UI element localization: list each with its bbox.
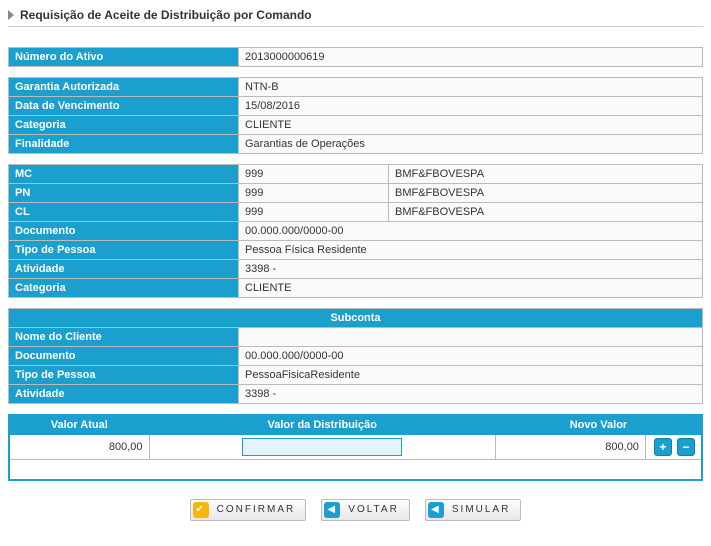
label-pn: PN — [9, 184, 239, 203]
page-title: Requisição de Aceite de Distribuição por… — [20, 8, 312, 22]
label-vencimento: Data de Vencimento — [9, 97, 239, 116]
label-categoria-p: Categoria — [9, 279, 239, 298]
distribution-table: Valor Atual Valor da Distribuição Novo V… — [8, 414, 703, 481]
value-pn-name: BMF&FBOVESPA — [389, 184, 703, 203]
confirm-button[interactable]: ✔ CONFIRMAR — [190, 499, 307, 521]
remove-row-button[interactable]: − — [677, 438, 695, 456]
add-row-button[interactable]: + — [654, 438, 672, 456]
distribution-value-input[interactable] — [242, 438, 402, 456]
label-categoria: Categoria — [9, 116, 239, 135]
label-sub-documento: Documento — [9, 347, 239, 366]
value-cl-name: BMF&FBOVESPA — [389, 203, 703, 222]
value-sub-atividade: 3398 - — [239, 385, 703, 404]
value-categoria-p: CLIENTE — [239, 279, 703, 298]
label-numero-ativo: Número do Ativo — [9, 48, 239, 67]
label-atividade: Atividade — [9, 260, 239, 279]
label-sub-tipo-pessoa: Tipo de Pessoa — [9, 366, 239, 385]
label-tipo-pessoa: Tipo de Pessoa — [9, 241, 239, 260]
label-garantia: Garantia Autorizada — [9, 78, 239, 97]
value-valor-atual: 800,00 — [9, 435, 149, 460]
value-vencimento: 15/08/2016 — [239, 97, 703, 116]
value-pn-code: 999 — [239, 184, 389, 203]
value-categoria: CLIENTE — [239, 116, 703, 135]
label-cl: CL — [9, 203, 239, 222]
guarantee-table: Garantia Autorizada NTN-B Data de Vencim… — [8, 77, 703, 154]
label-mc: MC — [9, 165, 239, 184]
confirm-button-label: CONFIRMAR — [217, 504, 296, 515]
value-sub-documento: 00.000.000/0000-00 — [239, 347, 703, 366]
subaccount-table: Subconta Nome do Cliente Documento 00.00… — [8, 308, 703, 404]
back-button[interactable]: ◀ VOLTAR — [321, 499, 410, 521]
value-cl-code: 999 — [239, 203, 389, 222]
participant-table: MC 999 BMF&FBOVESPA PN 999 BMF&FBOVESPA … — [8, 164, 703, 298]
label-nome-cliente: Nome do Cliente — [9, 328, 239, 347]
value-atividade: 3398 - — [239, 260, 703, 279]
arrow-left-icon: ◀ — [324, 502, 340, 518]
value-novo-valor: 800,00 — [495, 435, 645, 460]
check-icon: ✔ — [193, 502, 209, 518]
label-sub-atividade: Atividade — [9, 385, 239, 404]
chevron-right-icon — [8, 10, 14, 20]
col-valor-distribuicao: Valor da Distribuição — [149, 415, 495, 435]
value-mc-name: BMF&FBOVESPA — [389, 165, 703, 184]
page-header: Requisição de Aceite de Distribuição por… — [8, 8, 703, 22]
value-sub-tipo-pessoa: PessoaFisicaResidente — [239, 366, 703, 385]
value-tipo-pessoa: Pessoa Física Residente — [239, 241, 703, 260]
arrow-left-icon: ◀ — [428, 502, 444, 518]
value-finalidade: Garantias de Operações — [239, 135, 703, 154]
button-row: ✔ CONFIRMAR ◀ VOLTAR ◀ SIMULAR — [8, 499, 703, 521]
simulate-button-label: SIMULAR — [452, 504, 510, 515]
value-mc-code: 999 — [239, 165, 389, 184]
subaccount-header: Subconta — [9, 309, 703, 328]
value-numero-ativo: 2013000000619 — [239, 48, 703, 67]
label-finalidade: Finalidade — [9, 135, 239, 154]
col-novo-valor: Novo Valor — [495, 415, 702, 435]
label-documento: Documento — [9, 222, 239, 241]
value-documento: 00.000.000/0000-00 — [239, 222, 703, 241]
value-garantia: NTN-B — [239, 78, 703, 97]
distribution-spacer — [9, 460, 702, 480]
value-nome-cliente — [239, 328, 703, 347]
asset-number-table: Número do Ativo 2013000000619 — [8, 47, 703, 67]
divider — [8, 26, 703, 27]
simulate-button[interactable]: ◀ SIMULAR — [425, 499, 521, 521]
col-valor-atual: Valor Atual — [9, 415, 149, 435]
back-button-label: VOLTAR — [348, 504, 399, 515]
